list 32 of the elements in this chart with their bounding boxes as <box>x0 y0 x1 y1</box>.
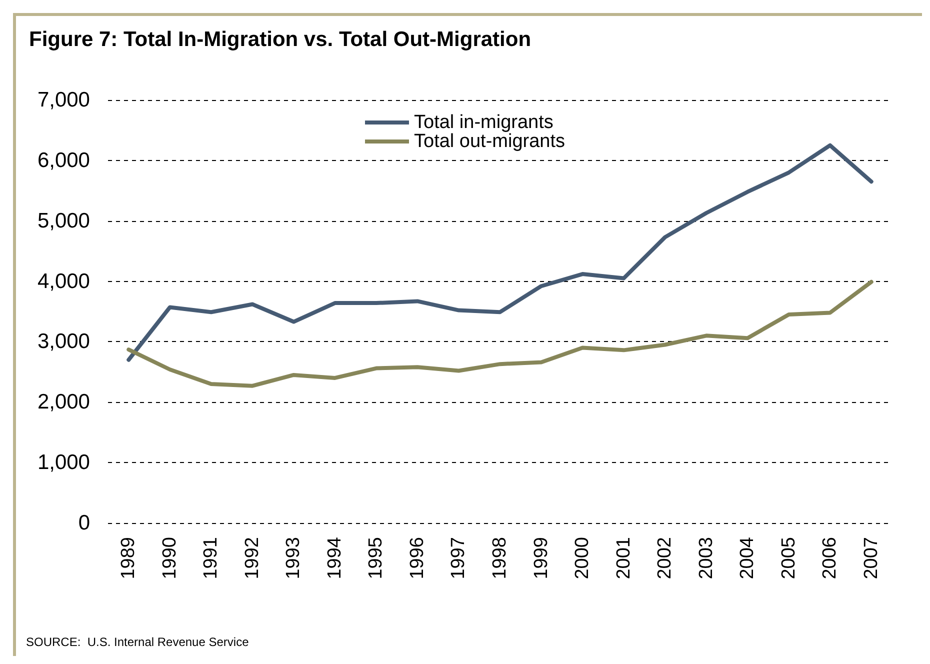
y-tick-label: 3,000 <box>37 330 90 354</box>
x-tick-label: 2007 <box>860 537 882 580</box>
x-tick-label: 1998 <box>490 537 510 580</box>
y-tick-label: 5,000 <box>37 209 90 232</box>
source-note: SOURCE: U.S. Internal Revenue Service <box>26 635 250 649</box>
x-tick-label: 2004 <box>737 536 758 580</box>
y-tick-label: 2,000 <box>37 390 90 414</box>
x-tick-label: 1997 <box>448 537 470 580</box>
line-series <box>126 280 874 388</box>
x-tick-label: 1999 <box>530 537 552 580</box>
y-tick-label: 0 <box>78 512 90 534</box>
x-tick-label: 2000 <box>572 537 594 580</box>
chart-title: Figure 7: Total In-Migration vs. Total Out-Migration <box>29 28 532 51</box>
x-tick-label: 1989 <box>118 537 140 580</box>
y-tick-label: 4,000 <box>37 270 90 293</box>
y-tick-label: 6,000 <box>37 148 90 172</box>
x-tick-label: 2005 <box>778 537 800 580</box>
x-tick-label: 2001 <box>613 537 634 580</box>
y-tick-label: 1,000 <box>37 451 90 474</box>
x-tick-label: 1992 <box>242 537 263 580</box>
x-tick-label: 1990 <box>159 537 180 580</box>
x-tick-label: 1996 <box>406 537 428 580</box>
x-tick-label: 1995 <box>366 537 387 580</box>
x-tick-label: 2006 <box>820 537 841 580</box>
x-tick-label: 1994 <box>324 536 346 580</box>
x-tick-label: 2003 <box>696 537 717 580</box>
legend-label: Total out-migrants <box>414 131 566 152</box>
x-tick-label: 2002 <box>654 537 676 580</box>
x-tick-label: 1993 <box>283 537 304 580</box>
y-tick-label: 7,000 <box>37 88 90 112</box>
x-tick-label: 1991 <box>200 537 222 580</box>
legend-label: Total in-migrants <box>414 112 554 133</box>
